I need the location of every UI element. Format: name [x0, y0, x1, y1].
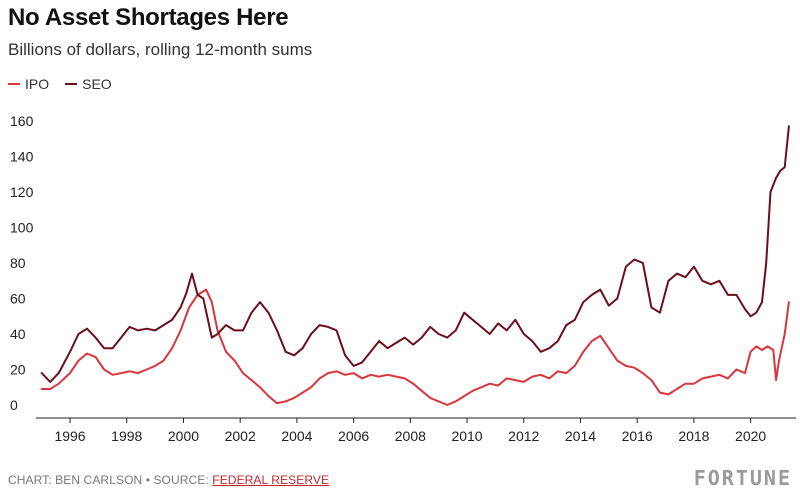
x-tick-label: 2008 — [395, 428, 426, 444]
footer-credit-text: CHART: BEN CARLSON • SOURCE: — [8, 473, 213, 487]
x-tick-label: 2014 — [565, 428, 596, 444]
legend: IPO SEO — [8, 76, 112, 92]
x-tick-label: 2020 — [735, 428, 766, 444]
legend-swatch-seo — [65, 83, 78, 85]
y-tick-label: 60 — [10, 291, 26, 307]
y-tick-label: 160 — [10, 113, 34, 129]
footer-credit: CHART: BEN CARLSON • SOURCE: FEDERAL RES… — [8, 473, 329, 487]
x-tick-label: 2016 — [622, 428, 653, 444]
chart-title: No Asset Shortages Here — [8, 4, 289, 31]
y-tick-label: 20 — [10, 362, 26, 378]
x-tick-label: 1996 — [54, 428, 85, 444]
source-link[interactable]: FEDERAL RESERVE — [212, 473, 330, 487]
x-tick-label: 1998 — [111, 428, 142, 444]
legend-item-ipo[interactable]: IPO — [8, 76, 49, 92]
x-tick-label: 2006 — [338, 428, 369, 444]
y-tick-label: 40 — [10, 326, 26, 342]
legend-item-seo[interactable]: SEO — [65, 76, 112, 92]
chart-subtitle: Billions of dollars, rolling 12-month su… — [8, 40, 313, 59]
x-tick-label: 2004 — [281, 428, 312, 444]
x-tick-label: 2002 — [225, 428, 256, 444]
series-line-ipo — [40, 288, 790, 406]
x-tick-label: 2010 — [451, 428, 482, 444]
y-tick-label: 80 — [10, 255, 26, 271]
series-line-seo — [40, 125, 790, 383]
x-tick-label: 2000 — [168, 428, 199, 444]
y-tick-label: 120 — [10, 184, 34, 200]
legend-label-seo: SEO — [82, 76, 112, 92]
y-tick-label: 0 — [10, 397, 18, 413]
x-tick-label: 2012 — [508, 428, 539, 444]
brand-logo: FORTUNE — [693, 466, 792, 490]
legend-swatch-ipo — [8, 83, 20, 85]
y-tick-label: 100 — [10, 220, 34, 236]
x-tick-label: 2018 — [678, 428, 709, 444]
y-tick-label: 140 — [10, 149, 34, 165]
legend-label-ipo: IPO — [25, 76, 50, 92]
